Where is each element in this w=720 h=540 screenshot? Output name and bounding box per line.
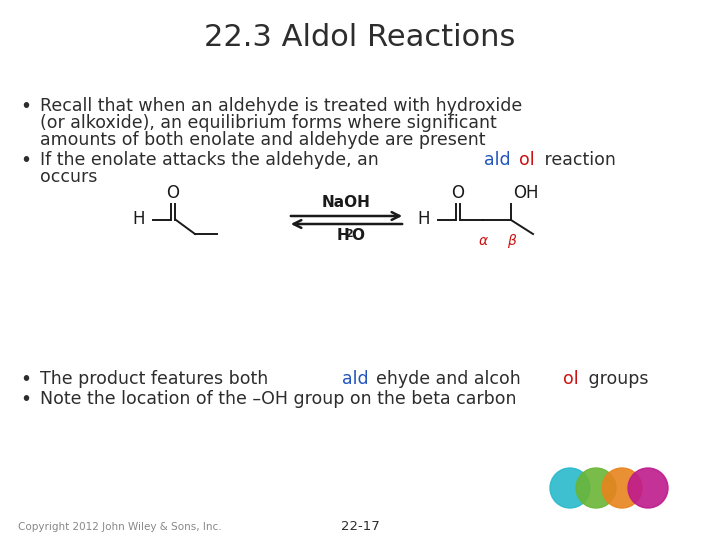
Text: H: H <box>336 228 349 243</box>
Text: β: β <box>507 234 516 248</box>
Text: amounts of both enolate and aldehyde are present: amounts of both enolate and aldehyde are… <box>40 131 485 149</box>
Text: O: O <box>166 184 179 202</box>
Text: occurs: occurs <box>40 168 97 186</box>
Text: H: H <box>132 210 145 228</box>
Text: 2: 2 <box>346 229 354 239</box>
Text: •: • <box>20 390 31 409</box>
Text: groups: groups <box>583 370 649 388</box>
Ellipse shape <box>550 468 590 508</box>
Text: Copyright 2012 John Wiley & Sons, Inc.: Copyright 2012 John Wiley & Sons, Inc. <box>18 522 222 532</box>
Text: 22-17: 22-17 <box>341 521 379 534</box>
Text: If the enolate attacks the aldehyde, an: If the enolate attacks the aldehyde, an <box>40 151 384 169</box>
Text: 22.3 Aldol Reactions: 22.3 Aldol Reactions <box>204 24 516 52</box>
Ellipse shape <box>628 468 668 508</box>
Text: α: α <box>478 234 487 248</box>
Text: •: • <box>20 97 31 116</box>
Text: ehyde and alcoh: ehyde and alcoh <box>376 370 521 388</box>
Text: ald: ald <box>484 151 510 169</box>
Text: O: O <box>351 228 364 243</box>
Text: (or alkoxide), an equilibrium forms where significant: (or alkoxide), an equilibrium forms wher… <box>40 114 497 132</box>
Text: H: H <box>418 210 430 228</box>
Text: O: O <box>451 184 464 202</box>
Text: •: • <box>20 151 31 170</box>
Text: Note the location of the –OH group on the beta carbon: Note the location of the –OH group on th… <box>40 390 516 408</box>
Text: •: • <box>20 370 31 389</box>
Text: OH: OH <box>513 184 539 202</box>
Text: NaOH: NaOH <box>322 195 371 210</box>
Text: The product features both: The product features both <box>40 370 274 388</box>
Text: reaction: reaction <box>539 151 616 169</box>
Text: ol: ol <box>563 370 578 388</box>
Text: Recall that when an aldehyde is treated with hydroxide: Recall that when an aldehyde is treated … <box>40 97 522 115</box>
Ellipse shape <box>602 468 642 508</box>
Text: ald: ald <box>341 370 368 388</box>
Ellipse shape <box>576 468 616 508</box>
Text: ol: ol <box>518 151 534 169</box>
